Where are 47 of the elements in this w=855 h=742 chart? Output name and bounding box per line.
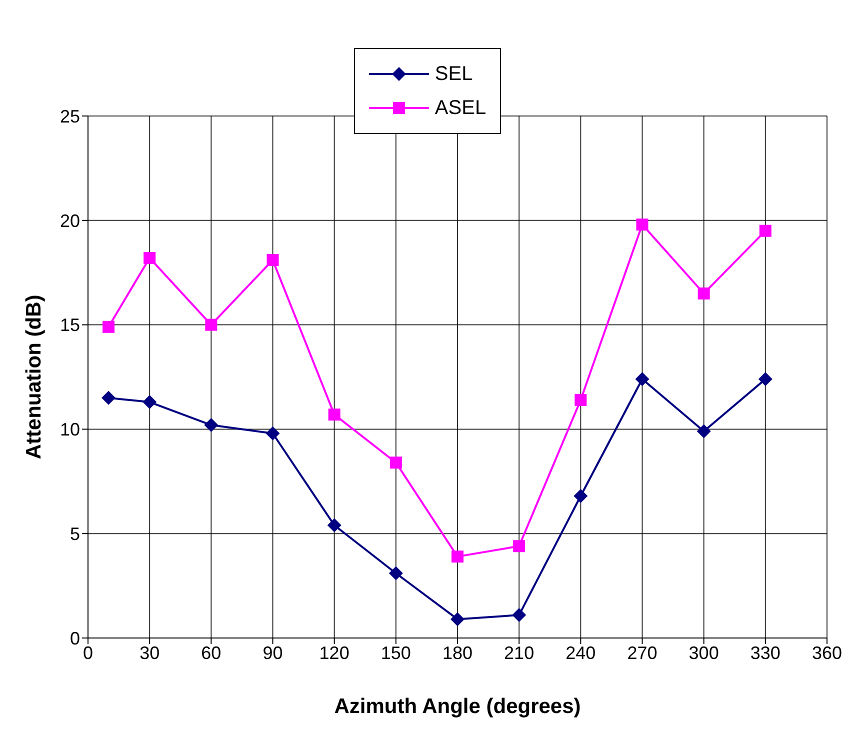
point (328, 408, 340, 421)
point (450, 612, 464, 626)
point (512, 608, 526, 622)
point (327, 518, 342, 532)
y-tick-label: 20 (60, 210, 80, 231)
point (696, 424, 711, 438)
x-tick-label: 30 (140, 642, 160, 663)
x-tick-label: 90 (262, 642, 283, 663)
point (388, 566, 403, 580)
point (698, 287, 710, 300)
point (574, 489, 588, 504)
x-tick-label: 180 (442, 642, 473, 663)
legend-label: SEL (434, 62, 473, 86)
x-tick-label: 330 (750, 642, 780, 663)
point (390, 456, 402, 469)
point (144, 252, 156, 264)
point (452, 550, 464, 563)
legend-label: ASEL (434, 96, 486, 120)
y-tick-label: 5 (70, 524, 80, 544)
x-tick-label: 210 (504, 642, 534, 663)
point (266, 426, 280, 440)
point (102, 390, 116, 405)
x-tick-label: 0 (82, 642, 94, 663)
point (266, 254, 279, 266)
x-axis-title: Azimuth Angle (degrees) (334, 695, 581, 718)
point (205, 318, 218, 331)
y-tick-label: 10 (60, 420, 80, 440)
x-tick-label: 150 (380, 642, 411, 663)
point (758, 372, 772, 386)
y-tick-label: 15 (60, 315, 80, 336)
point (574, 394, 587, 406)
point (142, 395, 157, 410)
y-tick-label: 25 (60, 106, 80, 126)
point (636, 218, 648, 231)
y-axis-title: Attenuation (dB) (22, 294, 46, 460)
point (635, 372, 650, 386)
x-tick-label: 60 (201, 642, 222, 663)
x-tick-label: 360 (812, 642, 842, 663)
x-tick-label: 240 (566, 642, 596, 663)
point (204, 418, 218, 432)
point (513, 540, 526, 552)
x-tick-label: 300 (688, 642, 719, 663)
x-tick-label: 120 (319, 642, 350, 663)
x-tick-label: 270 (627, 642, 658, 663)
point (759, 224, 772, 237)
y-tick-label: 0 (70, 628, 80, 648)
point (102, 320, 115, 333)
